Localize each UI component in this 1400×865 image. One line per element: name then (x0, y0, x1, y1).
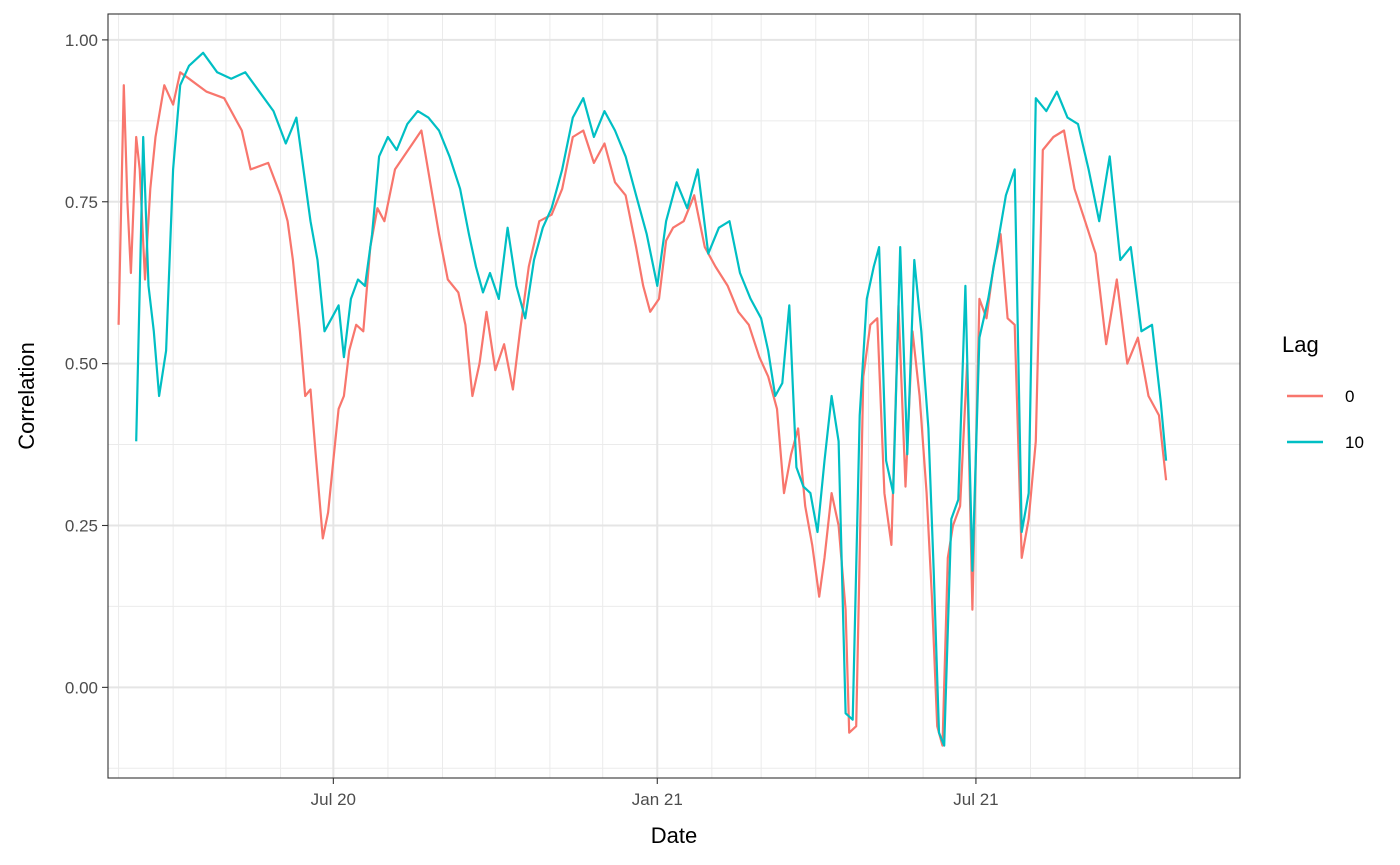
y-axis-title: Correlation (14, 342, 39, 450)
y-tick-label: 0.00 (65, 678, 98, 697)
legend: Lag 0 10 (1282, 332, 1364, 452)
legend-items: 0 10 (1287, 387, 1364, 452)
major-gridlines (108, 14, 1240, 778)
y-tick-label: 0.50 (65, 355, 98, 374)
y-tick-label: 1.00 (65, 31, 98, 50)
x-tick-label: Jul 21 (953, 790, 998, 809)
plot-panel (107, 13, 1241, 779)
series-lines (117, 51, 1168, 747)
y-axis: 0.00 0.25 0.50 0.75 1.00 (65, 31, 108, 697)
legend-title: Lag (1282, 332, 1319, 357)
panel-background (108, 14, 1240, 778)
panel-border (107, 13, 1241, 779)
legend-label-0: 0 (1345, 387, 1354, 406)
series-line-10 (135, 51, 1168, 747)
y-tick-label: 0.75 (65, 193, 98, 212)
x-tick-label: Jul 20 (311, 790, 356, 809)
y-tick-label: 0.25 (65, 516, 98, 535)
x-axis: Jul 20 Jan 21 Jul 21 (311, 778, 999, 809)
legend-label-10: 10 (1345, 433, 1364, 452)
x-axis-title: Date (651, 823, 697, 848)
x-tick-label: Jan 21 (632, 790, 683, 809)
